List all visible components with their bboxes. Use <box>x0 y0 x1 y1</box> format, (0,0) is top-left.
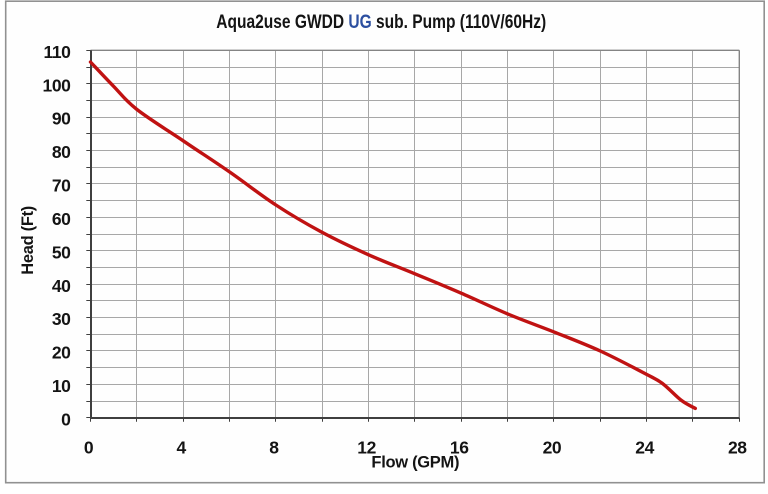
svg-text:60: 60 <box>52 209 71 229</box>
svg-text:Flow (GPM): Flow (GPM) <box>371 453 459 471</box>
svg-text:Head (Ft): Head (Ft) <box>19 206 37 275</box>
svg-text:80: 80 <box>52 142 71 162</box>
svg-text:110: 110 <box>43 42 71 62</box>
svg-text:4: 4 <box>177 437 187 457</box>
svg-text:Aqua2use GWDD UG sub. Pump (11: Aqua2use GWDD UG sub. Pump (110V/60Hz) <box>216 10 546 32</box>
svg-text:24: 24 <box>635 437 654 457</box>
svg-text:28: 28 <box>728 437 747 457</box>
svg-text:100: 100 <box>43 75 72 95</box>
svg-text:8: 8 <box>269 437 279 457</box>
svg-text:10: 10 <box>52 376 71 396</box>
svg-text:40: 40 <box>52 276 71 296</box>
svg-text:16: 16 <box>450 437 469 457</box>
svg-text:90: 90 <box>52 109 71 129</box>
svg-text:20: 20 <box>543 437 562 457</box>
svg-text:20: 20 <box>52 343 71 363</box>
svg-text:0: 0 <box>84 437 94 457</box>
svg-text:30: 30 <box>52 309 71 329</box>
svg-text:70: 70 <box>52 176 71 196</box>
svg-text:12: 12 <box>357 437 376 457</box>
svg-text:50: 50 <box>52 242 71 262</box>
svg-text:0: 0 <box>61 409 71 429</box>
